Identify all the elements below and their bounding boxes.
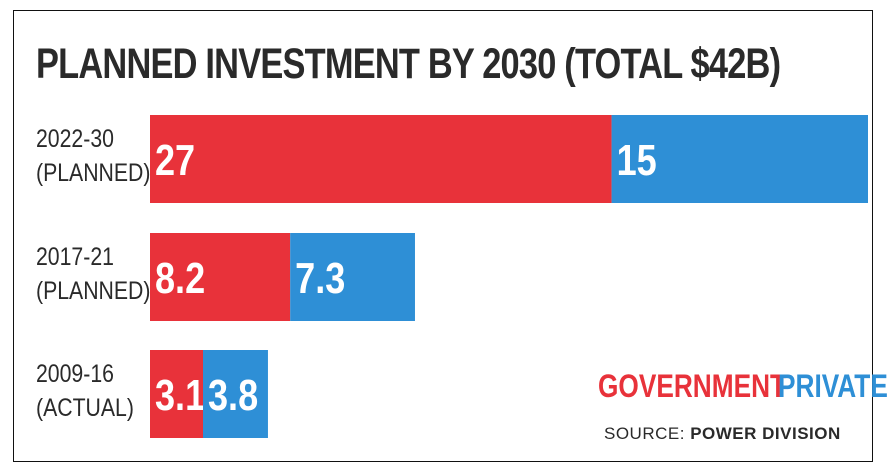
category-label-1: 2009-16	[36, 359, 114, 387]
category-label-2: (PLANNED)	[36, 158, 150, 186]
category-label-1: 2017-21	[36, 242, 114, 270]
bar-government	[150, 233, 291, 321]
category-label-2: (PLANNED)	[36, 276, 150, 304]
chart-title: PLANNED INVESTMENT BY 2030 (TOTAL $42B)	[36, 40, 781, 88]
bar-private	[290, 233, 415, 321]
category-label-2: (ACTUAL)	[36, 393, 134, 421]
data-label-government: 27	[155, 136, 195, 185]
bar-government	[150, 115, 612, 203]
data-label-government: 8.2	[155, 254, 205, 303]
data-label-private: 3.8	[208, 371, 258, 420]
data-label-private: 15	[617, 136, 657, 185]
bar-private	[611, 115, 868, 203]
category-label-1: 2022-30	[36, 124, 114, 152]
source-prefix: SOURCE:	[604, 424, 691, 443]
legend-government: GOVERNMENT	[598, 368, 787, 404]
source-note: SOURCE: POWER DIVISION	[604, 424, 841, 444]
source-name: POWER DIVISION	[690, 424, 841, 443]
data-label-private: 7.3	[295, 254, 345, 303]
bar-private	[202, 350, 268, 438]
bar-government	[150, 350, 203, 438]
data-label-government: 3.1	[155, 371, 205, 420]
legend-private: PRIVATE	[778, 368, 888, 404]
